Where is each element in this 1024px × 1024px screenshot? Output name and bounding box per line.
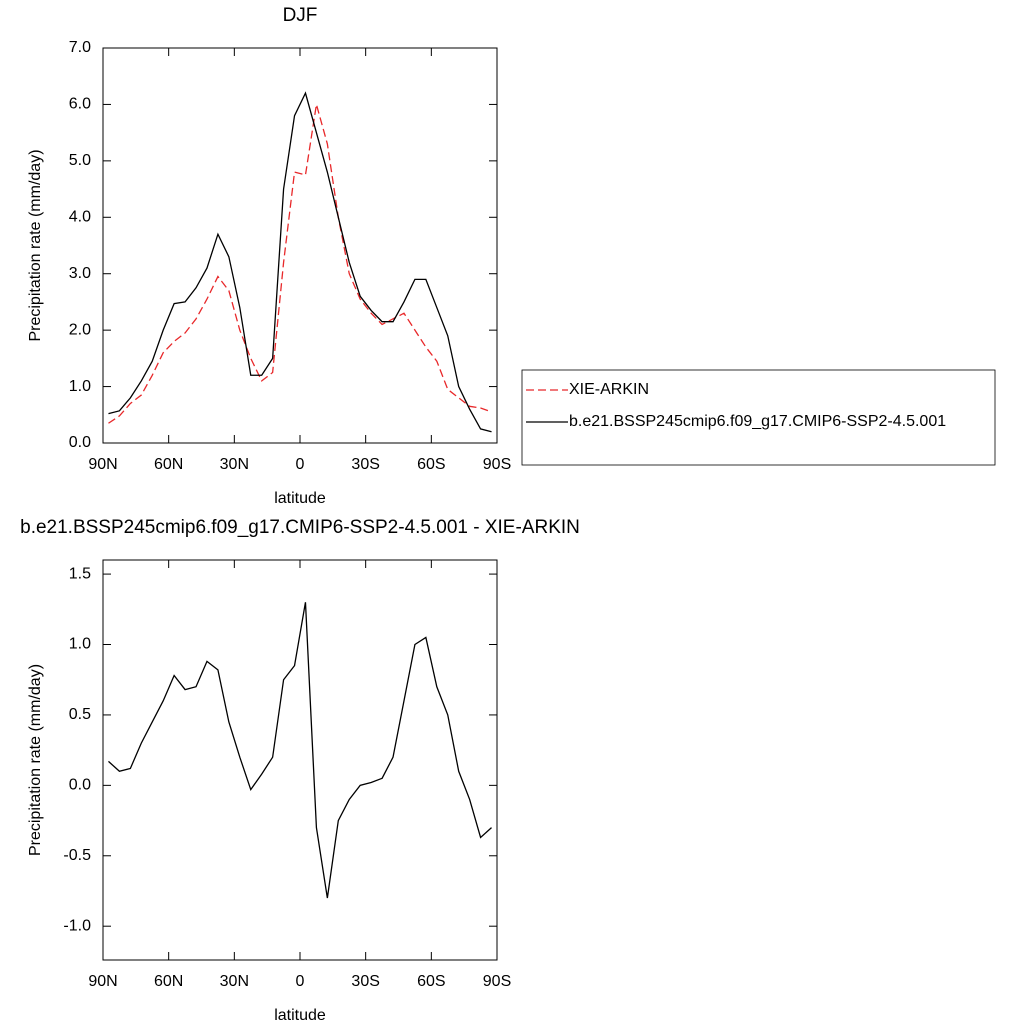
y-tick-label: 0.0 (69, 777, 91, 794)
x-tick-label: 30N (220, 456, 249, 473)
legend-label: b.e21.BSSP245cmip6.f09_g17.CMIP6-SSP2-4.… (569, 413, 946, 430)
x-tick-label: 60S (417, 456, 445, 473)
y-tick-label: 2.0 (69, 321, 91, 338)
y-tick-label: 4.0 (69, 209, 91, 226)
y-tick-label: 3.0 (69, 265, 91, 282)
x-tick-label: 90N (88, 456, 117, 473)
y-tick-label: 0.0 (69, 434, 91, 451)
data-line (108, 91, 492, 433)
legend-label: XIE-ARKIN (569, 381, 649, 398)
chart-title: b.e21.BSSP245cmip6.f09_g17.CMIP6-SSP2-4.… (20, 517, 580, 538)
data-line (108, 602, 492, 899)
x-tick-label: 30N (220, 973, 249, 990)
y-tick-label: 1.0 (69, 378, 91, 395)
y-axis-label: Precipitation rate (mm/day) (27, 664, 44, 856)
y-tick-label: 5.0 (69, 152, 91, 169)
chart-title: DJF (283, 5, 318, 26)
plot-frame (102, 559, 498, 961)
x-axis-label: latitude (274, 490, 326, 507)
x-tick-label: 0 (296, 456, 305, 473)
data-line (108, 104, 492, 424)
x-tick-label: 90S (483, 456, 511, 473)
y-tick-label: -0.5 (63, 847, 91, 864)
x-tick-label: 90N (88, 973, 117, 990)
y-axis-label: Precipitation rate (mm/day) (27, 149, 44, 341)
x-tick-label: 90S (483, 973, 511, 990)
y-tick-label: 6.0 (69, 96, 91, 113)
y-tick-label: 7.0 (69, 39, 91, 56)
legend-box (521, 369, 996, 466)
y-tick-label: 1.0 (69, 636, 91, 653)
y-tick-label: 1.5 (69, 565, 91, 582)
x-tick-label: 30S (351, 973, 379, 990)
x-tick-label: 60N (154, 456, 183, 473)
x-tick-label: 60N (154, 973, 183, 990)
x-tick-label: 60S (417, 973, 445, 990)
plot-frame (102, 47, 498, 444)
x-axis-label: latitude (274, 1007, 326, 1024)
y-tick-label: -1.0 (63, 917, 91, 934)
x-tick-label: 30S (351, 456, 379, 473)
y-tick-label: 0.5 (69, 706, 91, 723)
x-tick-label: 0 (296, 973, 305, 990)
